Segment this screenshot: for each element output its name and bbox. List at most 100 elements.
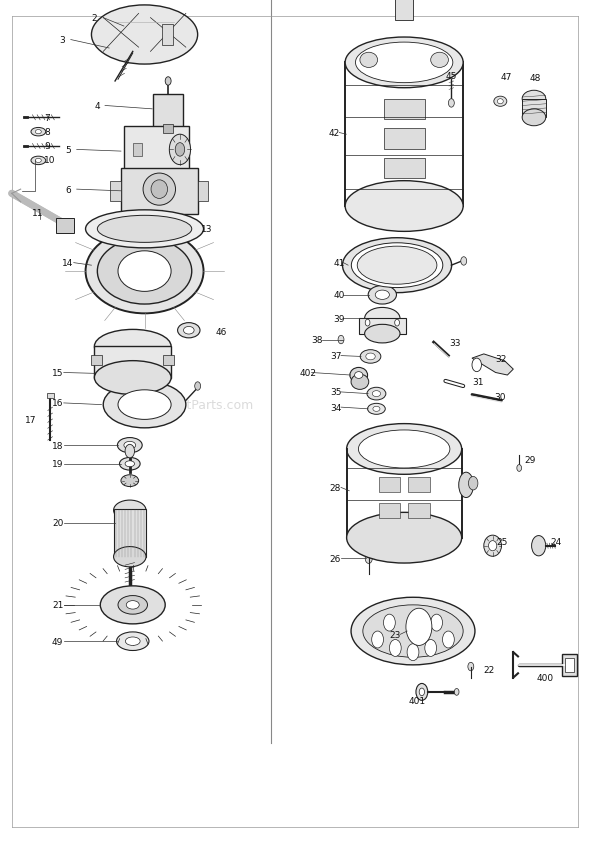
Ellipse shape	[351, 375, 369, 390]
Ellipse shape	[35, 131, 41, 134]
FancyBboxPatch shape	[94, 347, 171, 378]
Circle shape	[195, 382, 201, 391]
Text: 39: 39	[333, 315, 345, 323]
Ellipse shape	[484, 536, 502, 557]
Circle shape	[425, 640, 437, 657]
Ellipse shape	[151, 181, 168, 199]
Ellipse shape	[419, 689, 424, 695]
Circle shape	[442, 631, 454, 648]
Ellipse shape	[118, 390, 171, 420]
Ellipse shape	[375, 290, 389, 300]
Text: 32: 32	[496, 354, 507, 363]
Text: 22: 22	[484, 665, 495, 674]
Ellipse shape	[497, 100, 503, 105]
Ellipse shape	[178, 323, 200, 338]
Ellipse shape	[367, 388, 386, 401]
Circle shape	[389, 640, 401, 657]
Ellipse shape	[347, 513, 461, 564]
Ellipse shape	[100, 586, 165, 625]
Ellipse shape	[94, 361, 171, 395]
FancyBboxPatch shape	[162, 25, 173, 46]
Text: 49: 49	[52, 637, 63, 646]
Circle shape	[431, 614, 442, 631]
Circle shape	[407, 644, 419, 661]
Ellipse shape	[345, 38, 463, 89]
Ellipse shape	[351, 598, 475, 665]
Ellipse shape	[86, 210, 204, 248]
Ellipse shape	[35, 160, 41, 164]
Text: 46: 46	[215, 327, 227, 336]
Text: 35: 35	[330, 388, 342, 397]
Circle shape	[532, 536, 546, 556]
FancyBboxPatch shape	[379, 478, 400, 493]
Ellipse shape	[143, 174, 176, 206]
Text: 42: 42	[329, 129, 340, 138]
Ellipse shape	[121, 475, 139, 487]
Ellipse shape	[118, 252, 171, 292]
Ellipse shape	[347, 425, 461, 474]
Text: 400: 400	[537, 674, 554, 682]
FancyBboxPatch shape	[121, 169, 198, 214]
Circle shape	[448, 100, 454, 108]
Text: 17: 17	[25, 416, 37, 425]
Text: 3: 3	[59, 36, 65, 45]
Ellipse shape	[522, 91, 546, 108]
FancyBboxPatch shape	[408, 503, 430, 518]
Ellipse shape	[97, 216, 192, 243]
Ellipse shape	[489, 541, 497, 551]
Circle shape	[472, 359, 481, 372]
Ellipse shape	[125, 637, 140, 646]
FancyBboxPatch shape	[565, 658, 574, 672]
Circle shape	[461, 257, 467, 266]
Text: 5: 5	[65, 146, 71, 154]
Ellipse shape	[358, 430, 450, 468]
Text: 41: 41	[333, 259, 345, 268]
Ellipse shape	[431, 53, 448, 68]
Ellipse shape	[114, 547, 146, 567]
Ellipse shape	[119, 458, 140, 471]
Ellipse shape	[91, 6, 198, 65]
FancyBboxPatch shape	[153, 95, 183, 128]
Text: 34: 34	[330, 403, 342, 412]
FancyBboxPatch shape	[153, 172, 159, 182]
Text: 33: 33	[450, 338, 461, 347]
Circle shape	[384, 614, 395, 631]
Text: 14: 14	[62, 259, 73, 268]
FancyBboxPatch shape	[562, 654, 577, 676]
Ellipse shape	[355, 372, 363, 379]
Ellipse shape	[355, 43, 453, 84]
Circle shape	[468, 477, 478, 490]
FancyBboxPatch shape	[163, 355, 174, 365]
Ellipse shape	[183, 327, 194, 335]
FancyBboxPatch shape	[384, 159, 425, 179]
Ellipse shape	[368, 404, 385, 415]
Circle shape	[468, 663, 474, 671]
Ellipse shape	[360, 350, 381, 364]
FancyBboxPatch shape	[522, 100, 546, 118]
Ellipse shape	[459, 473, 473, 498]
FancyBboxPatch shape	[110, 181, 121, 202]
FancyBboxPatch shape	[133, 143, 142, 157]
FancyBboxPatch shape	[359, 319, 406, 334]
Ellipse shape	[117, 438, 142, 453]
Ellipse shape	[365, 308, 400, 330]
Ellipse shape	[94, 330, 171, 364]
Ellipse shape	[125, 461, 135, 468]
Circle shape	[372, 631, 384, 648]
Ellipse shape	[358, 246, 437, 285]
Ellipse shape	[368, 286, 396, 305]
Text: 30: 30	[494, 392, 506, 401]
Ellipse shape	[360, 53, 378, 68]
Ellipse shape	[373, 407, 380, 412]
FancyBboxPatch shape	[113, 510, 146, 557]
Text: 402: 402	[300, 369, 317, 377]
Circle shape	[338, 336, 344, 344]
Text: 45: 45	[445, 72, 457, 80]
Text: 18: 18	[52, 441, 63, 450]
Circle shape	[365, 320, 370, 327]
Circle shape	[169, 135, 191, 165]
FancyBboxPatch shape	[408, 478, 430, 493]
Text: 9: 9	[44, 142, 50, 150]
Text: 24: 24	[550, 538, 561, 546]
Ellipse shape	[366, 354, 375, 360]
